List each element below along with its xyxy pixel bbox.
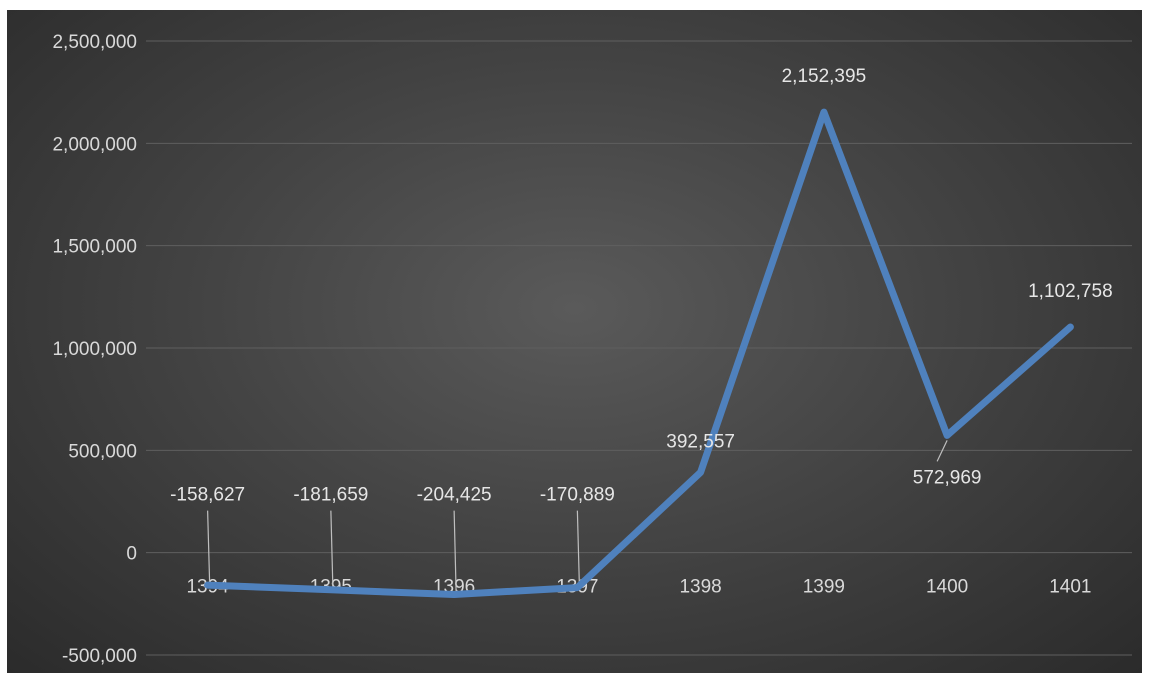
leader-line	[936, 440, 948, 462]
series-lines	[204, 108, 1074, 598]
y-tick-label: -500,000	[62, 646, 137, 667]
y-tick-label: 1,500,000	[52, 237, 137, 258]
chart-background	[7, 10, 1142, 673]
x-tick-label: 1398	[679, 577, 721, 598]
series-line	[204, 108, 1074, 598]
data-label: -181,659	[293, 485, 368, 506]
gridlines	[146, 40, 1132, 656]
data-label: 392,557	[666, 431, 735, 452]
y-tick-label: 0	[126, 544, 137, 565]
x-tick-label: 1399	[803, 577, 845, 598]
data-label: -204,425	[417, 485, 492, 506]
y-tick-label: 1,000,000	[52, 339, 137, 360]
x-tick-label: 1400	[926, 577, 968, 598]
x-tick-label: 1401	[1049, 577, 1091, 598]
data-label: -158,627	[170, 485, 245, 506]
data-label: -170,889	[540, 485, 615, 506]
y-tick-label: 500,000	[68, 441, 137, 462]
leader-line	[330, 510, 334, 588]
leader-line	[576, 510, 580, 586]
data-label: 2,152,395	[782, 66, 867, 87]
y-tick-label: 2,000,000	[52, 134, 137, 155]
data-label: 1,102,758	[1028, 281, 1113, 302]
y-axis-ticks: -500,000 0 500,000 1,000,000 1,500,000 2,000,…	[52, 32, 137, 667]
leader-line	[207, 510, 211, 584]
y-tick-label: 2,500,000	[52, 32, 137, 53]
leader-line	[453, 510, 457, 593]
data-label-leaders	[207, 440, 948, 593]
data-labels: -158,627 -181,659 -204,425 -170,889 392,557 2…	[170, 66, 1113, 506]
data-label: 572,969	[913, 467, 982, 488]
